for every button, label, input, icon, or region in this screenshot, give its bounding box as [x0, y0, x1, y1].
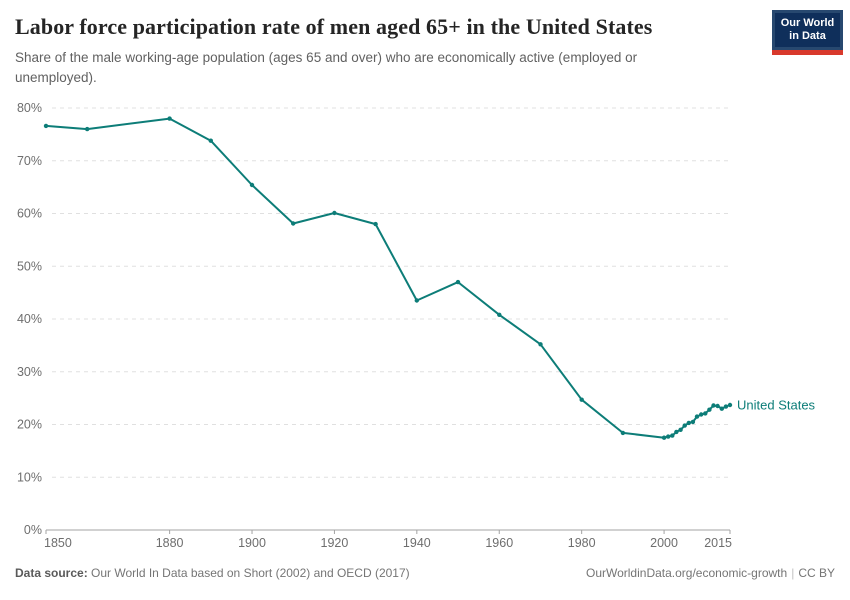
svg-text:1880: 1880: [156, 536, 184, 550]
svg-text:10%: 10%: [17, 470, 42, 484]
series-line[interactable]: [45, 117, 731, 439]
owid-logo[interactable]: Our World in Data: [772, 10, 843, 55]
svg-text:1940: 1940: [403, 536, 431, 550]
owid-logo-line2: in Data: [789, 30, 826, 42]
svg-text:50%: 50%: [17, 259, 42, 273]
svg-text:2015: 2015: [704, 536, 732, 550]
footer-links: OurWorldinData.org/economic-growth | CC BY: [586, 566, 835, 580]
data-source-label: Data source:: [15, 566, 88, 580]
svg-text:0%: 0%: [24, 523, 42, 537]
chart-footer: Data source: Our World In Data based on …: [15, 566, 835, 580]
svg-text:1920: 1920: [321, 536, 349, 550]
svg-text:40%: 40%: [17, 312, 42, 326]
owid-logo-red-bar: [772, 50, 843, 55]
chart-subtitle: Share of the male working-age population…: [15, 50, 638, 85]
svg-text:70%: 70%: [17, 154, 42, 168]
data-source-text: Our World In Data based on Short (2002) …: [87, 566, 410, 580]
footer-separator: |: [791, 566, 795, 580]
owid-logo-box: Our World in Data: [772, 10, 843, 50]
owid-logo-line1: Our World: [780, 16, 835, 29]
line-chart[interactable]: 0% 10% 20% 30% 40% 50% 60% 70% 80% 1850 1880 1900 19…: [0, 0, 850, 560]
series-end-label: United States: [737, 397, 816, 412]
svg-text:30%: 30%: [17, 365, 42, 379]
svg-text:1900: 1900: [238, 536, 266, 550]
series-points[interactable]: [43, 116, 733, 440]
svg-text:1980: 1980: [568, 536, 596, 550]
x-axis: [45, 529, 731, 534]
chart-header: Labor force participation rate of men ag…: [15, 14, 835, 87]
y-axis-labels: 0% 10% 20% 30% 40% 50% 60% 70% 80%: [17, 101, 42, 537]
owid-url-link[interactable]: OurWorldinData.org/economic-growth: [585, 566, 788, 580]
x-axis-labels: 1850 1880 1900 1920 1940 1960 1980 2000 2015: [44, 536, 732, 550]
page-title: Labor force participation rate of men ag…: [15, 14, 653, 39]
svg-text:20%: 20%: [17, 418, 42, 432]
svg-text:1960: 1960: [485, 536, 513, 550]
data-source: Data source: Our World In Data based on …: [15, 566, 410, 580]
svg-text:1850: 1850: [44, 536, 72, 550]
svg-text:2000: 2000: [650, 536, 678, 550]
license-link[interactable]: CC BY: [798, 566, 835, 580]
y-gridlines: [52, 107, 730, 478]
svg-text:60%: 60%: [17, 207, 42, 221]
svg-text:80%: 80%: [17, 101, 42, 115]
